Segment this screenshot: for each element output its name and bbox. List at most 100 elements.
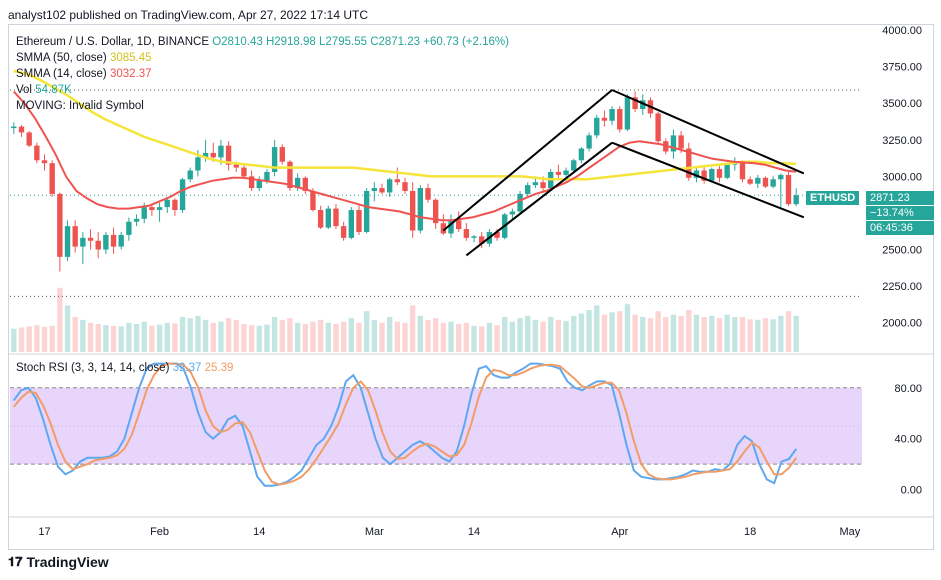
- volume-bars: [11, 287, 799, 352]
- candle-body: [448, 220, 454, 234]
- volume-bar: [348, 318, 354, 352]
- candle-body: [678, 135, 684, 149]
- candle-body: [716, 169, 723, 178]
- publish-info: analyst102 published on TradingView.com,…: [8, 8, 369, 22]
- candle-body: [172, 199, 178, 211]
- candle-body: [778, 174, 784, 180]
- volume-bar: [647, 318, 654, 352]
- chart-frame: [8, 24, 934, 550]
- volume-bar: [172, 323, 178, 352]
- candle-body: [317, 210, 324, 228]
- volume-bar: [409, 305, 416, 352]
- volume-bar: [279, 319, 285, 352]
- smma-lines: [13, 69, 797, 222]
- volume-bar: [80, 319, 86, 352]
- smma50-value: 3085.45: [109, 52, 152, 64]
- candle-body: [471, 236, 477, 238]
- volume-bar: [256, 325, 262, 352]
- volume-bar: [87, 322, 94, 352]
- volume-bar: [578, 313, 585, 352]
- y-tick-label: 4000.00: [882, 25, 922, 37]
- candle-body: [640, 100, 646, 110]
- candle-body: [770, 179, 776, 187]
- candle-body: [785, 174, 792, 205]
- volume-bar: [640, 317, 646, 352]
- change-badge: −13.74%: [866, 206, 934, 220]
- volume-bar: [264, 324, 270, 352]
- volume-bar: [133, 324, 140, 352]
- candle-body: [624, 97, 631, 130]
- stoch-y-tick-label: 40.00: [894, 434, 922, 446]
- candle-body: [532, 182, 539, 186]
- volume-bar: [72, 317, 78, 352]
- volume-bar: [701, 317, 707, 352]
- candle-body: [540, 182, 546, 189]
- candle-body: [118, 234, 124, 247]
- candle-body: [417, 188, 424, 231]
- candle-body: [594, 117, 600, 136]
- volume-bar: [563, 321, 569, 352]
- volume-bar: [755, 319, 761, 352]
- volume-bar: [663, 317, 669, 352]
- candle-body: [563, 170, 569, 175]
- y-tick-label: 3500.00: [882, 98, 922, 110]
- candle-body: [509, 211, 516, 215]
- channel-line: [611, 141, 805, 219]
- x-tick-label: Feb: [150, 526, 169, 538]
- candle-body: [701, 170, 707, 181]
- x-tick-label: May: [839, 526, 860, 538]
- volume-bar: [333, 324, 339, 352]
- volume-bar: [11, 328, 17, 352]
- volume-bar: [95, 324, 101, 352]
- x-tick-label: 17: [38, 526, 50, 538]
- candle-body: [517, 193, 523, 212]
- volume-bar: [18, 327, 25, 352]
- stoch-d-line: [12, 362, 798, 486]
- volume-bar: [156, 324, 163, 352]
- moving-label: MOVING: Invalid Symbol: [16, 100, 144, 112]
- volume-bar: [716, 318, 723, 352]
- volume-bar: [670, 314, 677, 352]
- candle-body: [747, 179, 753, 184]
- candle-body: [325, 208, 331, 228]
- candle-body: [218, 145, 224, 158]
- candle-body: [18, 126, 25, 133]
- volume-bar: [532, 319, 539, 352]
- volume-bar: [149, 325, 155, 352]
- x-tick-label: 14: [468, 526, 480, 538]
- volume-bar: [655, 311, 661, 352]
- volume-bar: [34, 325, 40, 352]
- volume-bar: [187, 318, 193, 352]
- candle-body: [409, 191, 416, 231]
- volume-bar: [456, 324, 462, 352]
- candle-body: [755, 177, 761, 184]
- tradingview-logo-icon: 𝟏𝟕: [8, 554, 23, 569]
- volume-bar: [739, 317, 746, 352]
- candle-body: [164, 199, 170, 208]
- candle-body: [64, 226, 71, 257]
- volume-bar: [386, 317, 393, 352]
- candle-body: [724, 164, 730, 178]
- candle-body: [456, 220, 462, 230]
- candle-body: [386, 179, 393, 193]
- footer: 𝟏𝟕 TradingView: [8, 554, 109, 570]
- candle-body: [256, 180, 262, 189]
- volume-bar: [379, 322, 385, 352]
- candle-body: [425, 188, 431, 200]
- candle-body: [586, 135, 592, 149]
- brand-label: TradingView: [26, 554, 109, 570]
- volume-bar: [394, 321, 401, 352]
- volume-bar: [164, 322, 170, 352]
- volume-bar: [724, 314, 730, 352]
- volume-bar: [287, 318, 293, 352]
- y-tick-label: 2000.00: [882, 318, 922, 330]
- channel-lines: [442, 89, 805, 257]
- volume-bar: [609, 312, 615, 352]
- candle-body: [670, 135, 677, 152]
- candle-body: [440, 223, 447, 234]
- volume-bar: [440, 322, 447, 352]
- symbol-label: Ethereum / U.S. Dollar, 1D, BINANCE: [16, 36, 210, 48]
- candle-body: [294, 177, 301, 189]
- high-value: H2918.98: [265, 36, 316, 48]
